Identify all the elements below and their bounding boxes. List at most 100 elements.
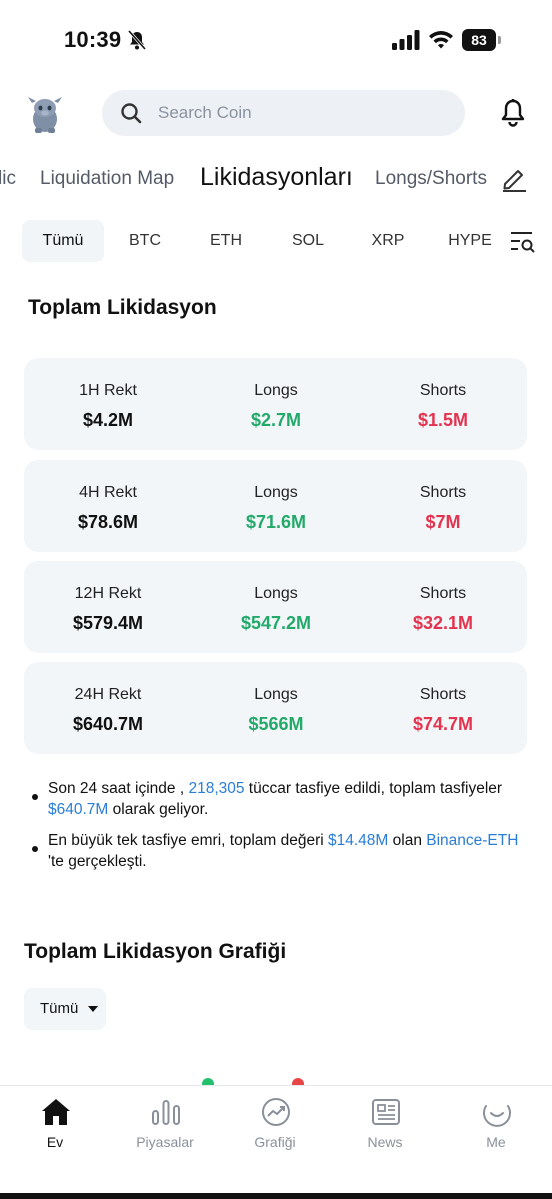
cellular-signal-icon (392, 30, 420, 50)
rekt-card-1h: 1H Rekt $4.2M Longs $2.7M Shorts $1.5M (24, 358, 527, 450)
card-total-col: 1H Rekt $4.2M (24, 358, 192, 450)
card-shorts-label: Shorts (419, 484, 467, 501)
card-period-label: 12H Rekt (74, 585, 142, 602)
tab-likidasyonlari[interactable]: Likidasyonları (200, 163, 353, 191)
summary-bullet-largest-order: En büyük tek tasfiye emri, toplam değeri… (30, 830, 530, 872)
rekt-card-12h: 12H Rekt $579.4M Longs $547.2M Shorts $3… (24, 561, 527, 653)
bar-chart-icon (152, 1100, 180, 1125)
card-longs-label: Longs (254, 382, 298, 399)
card-longs-col: Longs $2.7M (192, 358, 360, 450)
card-shorts-value: $74.7M (412, 714, 474, 734)
nav-charts-label: Grafiği (254, 1134, 296, 1150)
card-shorts-col: Shorts $74.7M (359, 662, 527, 754)
edit-icon[interactable] (500, 164, 528, 192)
chip-sol[interactable]: SOL (291, 232, 324, 249)
card-shorts-col: Shorts $32.1M (359, 561, 527, 653)
chip-eth[interactable]: ETH (210, 232, 242, 249)
card-longs-col: Longs $71.6M (192, 460, 360, 552)
home-icon (42, 1099, 70, 1125)
news-icon (372, 1099, 400, 1125)
rekt-card-24h: 24H Rekt $640.7M Longs $566M Shorts $74.… (24, 662, 527, 754)
app-header (0, 88, 552, 140)
nav-markets-label: Piyasalar (136, 1134, 194, 1150)
nav-news-label: News (367, 1134, 403, 1150)
card-shorts-value: $7M (425, 512, 461, 532)
nav-me-label: Me (486, 1134, 506, 1150)
card-longs-label: Longs (254, 585, 298, 602)
nav-me[interactable]: Me (451, 1096, 541, 1160)
card-total-value: $4.2M (82, 410, 134, 430)
card-shorts-col: Shorts $7M (359, 460, 527, 552)
bell-muted-icon (128, 30, 146, 50)
summary-text: En büyük tek tasfiye emri, toplam değeri (48, 832, 328, 849)
home-indicator-bar (0, 1193, 552, 1199)
status-time: 10:39 (64, 27, 122, 52)
battery-level: 83 (462, 29, 496, 51)
battery-nub (498, 36, 501, 44)
bottom-navigation: Ev Piyasalar Grafiği News (0, 1085, 552, 1199)
search-icon (121, 103, 142, 124)
card-longs-value: $547.2M (240, 613, 312, 633)
traders-count: 218,305 (188, 780, 245, 797)
summary-text: olan (388, 832, 427, 849)
nav-markets[interactable]: Piyasalar (120, 1096, 210, 1160)
liquidation-summary: Son 24 saat içinde , 218,305 tüccar tasf… (30, 778, 530, 882)
section-title-total-liquidation: Toplam Likidasyon (28, 296, 217, 319)
card-longs-col: Longs $566M (192, 662, 360, 754)
card-shorts-label: Shorts (419, 585, 467, 602)
chart-section-title: Toplam Likidasyon Grafiği (24, 940, 287, 963)
summary-text: tüccar tasfiye edildi, toplam tasfiyeler (244, 780, 503, 797)
caret-down-icon (88, 1006, 98, 1012)
coin-filter-chips: Tümü BTC ETH SOL XRP HYPE (0, 220, 552, 262)
status-bar: 10:39 83 (0, 0, 552, 80)
card-total-value: $78.6M (77, 512, 139, 532)
card-longs-value: $2.7M (250, 410, 302, 430)
summary-text: 'te gerçekleşti. (48, 853, 147, 870)
card-longs-label: Longs (254, 686, 298, 703)
chip-hype[interactable]: HYPE (448, 232, 492, 249)
nav-news[interactable]: News (340, 1096, 430, 1160)
card-total-col: 4H Rekt $78.6M (24, 460, 192, 552)
rekt-card-4h: 4H Rekt $78.6M Longs $71.6M Shorts $7M (24, 460, 527, 552)
chip-btc[interactable]: BTC (129, 232, 161, 249)
battery-indicator: 83 (462, 29, 502, 51)
card-total-col: 12H Rekt $579.4M (24, 561, 192, 653)
card-period-label: 4H Rekt (79, 484, 137, 501)
mascot-logo-icon[interactable] (26, 94, 64, 134)
tab-lic[interactable]: lic (0, 168, 16, 189)
card-shorts-label: Shorts (419, 382, 467, 399)
chip-all[interactable]: Tümü (22, 220, 104, 262)
card-shorts-label: Shorts (419, 686, 467, 703)
card-total-col: 24H Rekt $640.7M (24, 662, 192, 754)
chart-filter-dropdown[interactable]: Tümü (24, 988, 106, 1030)
card-shorts-col: Shorts $1.5M (359, 358, 527, 450)
notification-bell-icon[interactable] (500, 98, 526, 128)
nav-home[interactable]: Ev (10, 1096, 100, 1160)
profile-icon (483, 1105, 511, 1127)
card-longs-col: Longs $547.2M (192, 561, 360, 653)
search-bar[interactable] (102, 90, 465, 136)
summary-text: Son 24 saat içinde , (48, 780, 189, 797)
card-longs-value: $71.6M (245, 512, 307, 532)
tab-longs-shorts[interactable]: Longs/Shorts (375, 168, 487, 189)
tab-liquidation-map[interactable]: Liquidation Map (40, 168, 175, 189)
wifi-icon (429, 31, 453, 49)
chip-xrp[interactable]: XRP (371, 232, 405, 249)
card-longs-value: $566M (248, 714, 304, 734)
top-tabs: lic Liquidation Map Likidasyonları Longs… (0, 160, 552, 200)
total-liquidation-value: $640.7M (48, 801, 109, 818)
nav-home-label: Ev (46, 1134, 64, 1150)
card-longs-label: Longs (254, 484, 298, 501)
summary-bullet-traders: Son 24 saat içinde , 218,305 tüccar tasf… (30, 778, 530, 820)
trend-icon (262, 1098, 290, 1126)
card-total-value: $640.7M (72, 714, 144, 734)
nav-charts[interactable]: Grafiği (230, 1096, 320, 1160)
largest-order-pair-link[interactable]: Binance-ETH (426, 832, 519, 849)
card-shorts-value: $1.5M (417, 410, 469, 430)
card-shorts-value: $32.1M (412, 613, 474, 633)
search-input[interactable] (158, 90, 448, 136)
filter-search-icon[interactable] (510, 230, 536, 254)
card-total-value: $579.4M (72, 613, 144, 633)
largest-order-value: $14.48M (328, 832, 389, 849)
dropdown-selected-value: Tümü (40, 1000, 79, 1017)
